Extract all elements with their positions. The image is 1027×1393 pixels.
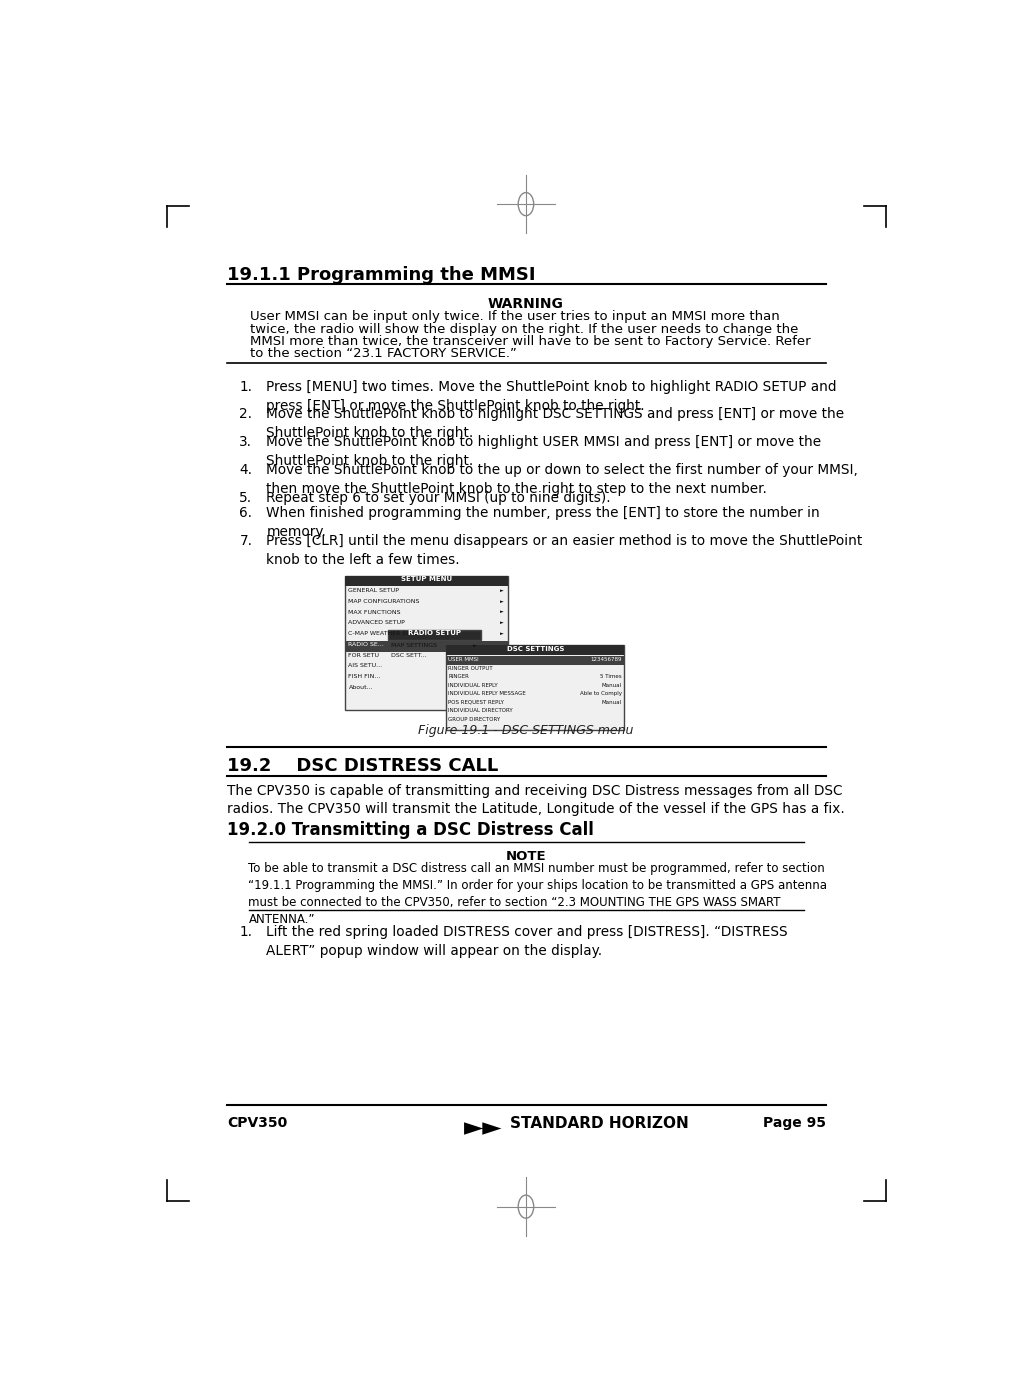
Bar: [446, 645, 624, 655]
Text: POS REQUEST REPLY: POS REQUEST REPLY: [449, 699, 504, 705]
Text: ►: ►: [500, 631, 503, 637]
Text: twice, the radio will show the display on the right. If the user needs to change: twice, the radio will show the display o…: [250, 323, 798, 336]
Text: 1.: 1.: [239, 380, 253, 394]
Text: Move the ShuttlePoint knob to highlight DSC SETTINGS and press [ENT] or move the: Move the ShuttlePoint knob to highlight …: [266, 407, 844, 440]
Text: ►: ►: [500, 599, 503, 603]
Text: 123456789: 123456789: [591, 657, 622, 662]
Text: Move the ShuttlePoint knob to the up or down to select the first number of your : Move the ShuttlePoint knob to the up or …: [266, 462, 859, 496]
Text: 6.: 6.: [239, 506, 253, 521]
Text: WARNING: WARNING: [488, 297, 564, 311]
Text: The CPV350 is capable of transmitting and receiving DSC Distress messages from a: The CPV350 is capable of transmitting an…: [227, 783, 844, 816]
Text: 1.: 1.: [239, 925, 253, 939]
Text: ►: ►: [472, 642, 477, 648]
Bar: [345, 575, 508, 710]
Bar: [345, 641, 508, 652]
Text: RINGER: RINGER: [449, 674, 469, 680]
Text: 5.: 5.: [239, 490, 253, 504]
Text: 19.2    DSC DISTRESS CALL: 19.2 DSC DISTRESS CALL: [227, 756, 498, 775]
Text: ►: ►: [500, 588, 503, 593]
Text: Figure 19.1 - DSC SETTINGS menu: Figure 19.1 - DSC SETTINGS menu: [418, 724, 634, 737]
Text: STANDARD HORIZON: STANDARD HORIZON: [510, 1116, 689, 1131]
Text: to the section “23.1 FACTORY SERVICE.”: to the section “23.1 FACTORY SERVICE.”: [250, 347, 517, 361]
Text: FOR SETU: FOR SETU: [348, 653, 379, 657]
Text: 19.1.1 Programming the MMSI: 19.1.1 Programming the MMSI: [227, 266, 535, 284]
Text: MAX FUNCTIONS: MAX FUNCTIONS: [348, 610, 401, 614]
Text: ►: ►: [500, 610, 503, 614]
Text: INDIVIDUAL REPLY: INDIVIDUAL REPLY: [449, 683, 498, 688]
Text: C-MAP WEATHER SERVICE: C-MAP WEATHER SERVICE: [348, 631, 429, 637]
Text: ►►: ►►: [464, 1116, 502, 1139]
Text: DSC SETTINGS: DSC SETTINGS: [506, 646, 564, 652]
Text: CPV350: CPV350: [227, 1116, 288, 1130]
Text: MAP SETTINGS: MAP SETTINGS: [391, 642, 438, 648]
Text: INDIVIDUAL REPLY MESSAGE: INDIVIDUAL REPLY MESSAGE: [449, 691, 526, 696]
Text: INDIVIDUAL DIRECTORY: INDIVIDUAL DIRECTORY: [449, 708, 514, 713]
Bar: [446, 656, 624, 664]
Text: Page 95: Page 95: [763, 1116, 826, 1130]
Text: Move the ShuttlePoint knob to highlight USER MMSI and press [ENT] or move the
Sh: Move the ShuttlePoint knob to highlight …: [266, 435, 822, 468]
Text: About...: About...: [348, 685, 373, 690]
Text: FISH FIN...: FISH FIN...: [348, 674, 381, 680]
Text: When finished programming the number, press the [ENT] to store the number in
mem: When finished programming the number, pr…: [266, 506, 821, 539]
Text: Press [CLR] until the menu disappears or an easier method is to move the Shuttle: Press [CLR] until the menu disappears or…: [266, 534, 863, 567]
Text: Manual: Manual: [602, 699, 622, 705]
Text: AIS SETU...: AIS SETU...: [348, 663, 383, 669]
Text: 19.2.0 Transmitting a DSC Distress Call: 19.2.0 Transmitting a DSC Distress Call: [227, 820, 594, 839]
Text: Able to Comply: Able to Comply: [580, 691, 622, 696]
Text: Lift the red spring loaded DISTRESS cover and press [DISTRESS]. “DISTRESS
ALERT”: Lift the red spring loaded DISTRESS cove…: [266, 925, 788, 958]
Text: ADVANCED SETUP: ADVANCED SETUP: [348, 620, 406, 625]
Text: GENERAL SETUP: GENERAL SETUP: [348, 588, 400, 593]
Text: Manual: Manual: [602, 683, 622, 688]
Text: To be able to transmit a DSC distress call an MMSI number must be programmed, re: To be able to transmit a DSC distress ca…: [249, 862, 828, 926]
Text: Press [MENU] two times. Move the ShuttlePoint knob to highlight RADIO SETUP and
: Press [MENU] two times. Move the Shuttle…: [266, 380, 837, 412]
Text: RINGER OUTPUT: RINGER OUTPUT: [449, 666, 493, 671]
Text: RADIO SETUP: RADIO SETUP: [408, 630, 461, 637]
Text: ►: ►: [500, 620, 503, 625]
Text: MAP CONFIGURATIONS: MAP CONFIGURATIONS: [348, 599, 420, 603]
Text: DSC SETT...: DSC SETT...: [391, 653, 427, 657]
Bar: [345, 575, 508, 585]
Text: MMSI more than twice, the transceiver will have to be sent to Factory Service. R: MMSI more than twice, the transceiver wi…: [250, 336, 810, 348]
Text: User MMSI can be input only twice. If the user tries to input an MMSI more than: User MMSI can be input only twice. If th…: [250, 311, 779, 323]
Text: 7.: 7.: [239, 534, 253, 547]
Text: GROUP DIRECTORY: GROUP DIRECTORY: [449, 716, 500, 722]
Text: USER MMSI: USER MMSI: [449, 657, 480, 662]
Text: RADIO SE...: RADIO SE...: [348, 642, 384, 646]
Bar: [446, 645, 624, 730]
Text: 3.: 3.: [239, 435, 253, 449]
Text: 4.: 4.: [239, 462, 253, 476]
Bar: [388, 630, 481, 641]
Text: Repeat step 6 to set your MMSI (up to nine digits).: Repeat step 6 to set your MMSI (up to ni…: [266, 490, 611, 504]
Text: 5 Times: 5 Times: [601, 674, 622, 680]
Text: 2.: 2.: [239, 407, 253, 422]
Text: SETUP MENU: SETUP MENU: [402, 577, 452, 582]
Text: NOTE: NOTE: [505, 850, 546, 862]
